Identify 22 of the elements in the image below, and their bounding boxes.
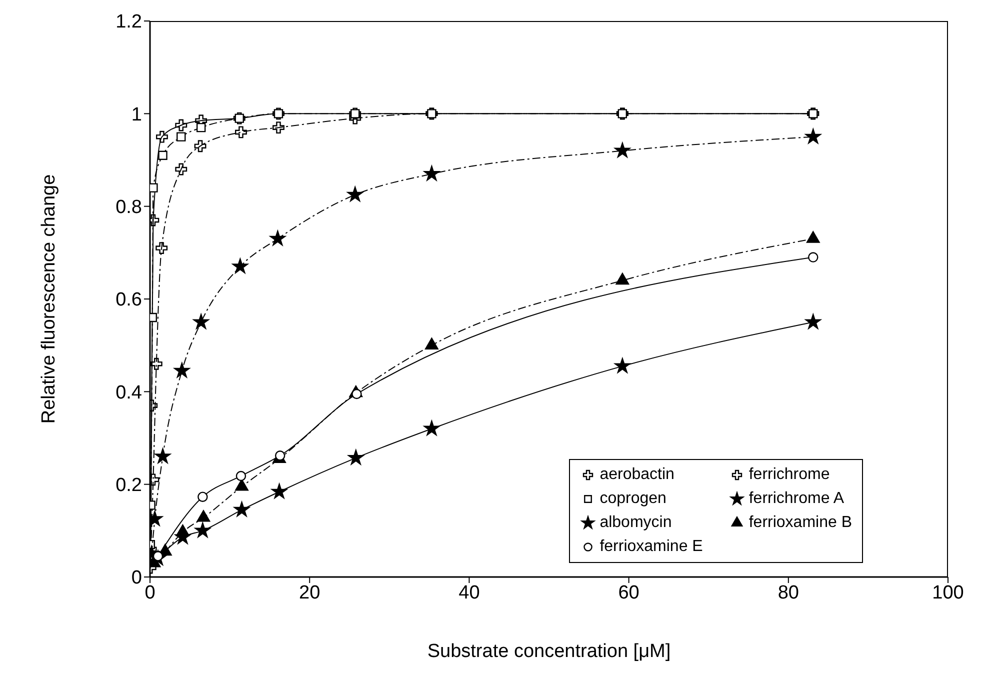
legend-label: ferrioxamine B xyxy=(748,514,852,532)
x-tick-label: 80 xyxy=(778,582,799,604)
y-tick-label: 0 xyxy=(131,568,142,589)
y-tick-label: 0.6 xyxy=(116,290,142,311)
y-tick-label: 0.2 xyxy=(116,475,142,496)
y-axis-title: Relative fluorescence change xyxy=(38,174,60,424)
y-tick-label: 1 xyxy=(131,104,142,126)
legend-label: albomycin xyxy=(600,514,672,532)
y-tick-label: 0.8 xyxy=(116,197,142,218)
legend-label: ferrichrome xyxy=(748,466,830,484)
x-tick-label: 0 xyxy=(144,582,156,604)
legend-label: ferrichrome A xyxy=(748,490,844,508)
legend-label: coprogen xyxy=(600,490,666,508)
x-axis-title: Substrate concentration [μM] xyxy=(427,641,671,662)
x-tick-label: 40 xyxy=(458,582,480,604)
legend-label: aerobactin xyxy=(600,466,674,484)
y-tick-label: 1.2 xyxy=(116,12,142,33)
x-tick-label: 100 xyxy=(932,582,964,604)
y-tick-label: 0.4 xyxy=(116,382,142,404)
x-tick-label: 60 xyxy=(618,582,640,604)
x-tick-label: 20 xyxy=(299,582,320,604)
legend-label: ferrioxamine E xyxy=(600,538,703,556)
